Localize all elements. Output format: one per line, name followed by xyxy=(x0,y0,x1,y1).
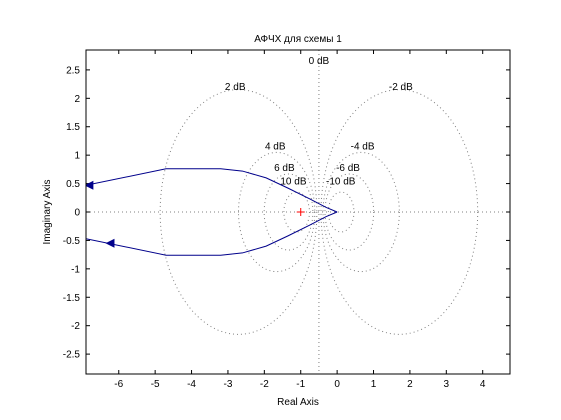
y-axis-label: Imaginary Axis xyxy=(42,179,53,244)
y-tick-label: 2 xyxy=(74,94,80,105)
grid-label-neg-2db: -2 dB xyxy=(389,82,413,93)
y-tick-label: 1 xyxy=(74,151,80,162)
grid-label-6db: 6 dB xyxy=(274,163,295,174)
grid-label-4db: 4 dB xyxy=(265,141,286,152)
y-tick-label: -0.5 xyxy=(63,236,81,247)
y-tick-label: -1.5 xyxy=(63,293,81,304)
x-tick-label: 4 xyxy=(480,379,486,390)
y-tick-label: 0 xyxy=(74,208,80,219)
y-tick-label: 1.5 xyxy=(66,122,80,133)
grid-label-neg-10db: -10 dB xyxy=(326,177,356,188)
series-line-1 xyxy=(86,211,338,256)
series-layer xyxy=(86,168,338,256)
y-tick-label: -2.5 xyxy=(63,350,81,361)
x-tick-label: 1 xyxy=(371,379,377,390)
x-tick-label: -2 xyxy=(260,379,269,390)
x-axis-label: Real Axis xyxy=(277,397,319,408)
grid-contour-pos-10db xyxy=(283,191,310,233)
x-tick-label: 3 xyxy=(444,379,450,390)
y-tick-label: 0.5 xyxy=(66,179,80,190)
x-tick-label: 2 xyxy=(407,379,413,390)
x-tick-label: 0 xyxy=(334,379,340,390)
axes: -6 -5 -4 -3 -2 -1 0 1 2 3 4 -2.5 -2 -1.5 -1 -0.5 0 0.5 1 1.… xyxy=(63,50,510,390)
y-tick-label: -2 xyxy=(71,321,80,332)
y-tick-label: 2.5 xyxy=(66,65,80,76)
series-arrow-lower xyxy=(105,238,115,248)
grid-contour-neg-10db xyxy=(327,191,355,233)
chart-title: АФЧХ для схемы 1 xyxy=(254,34,342,45)
grid-contour-pos-2db xyxy=(159,89,318,335)
x-tick-label: -3 xyxy=(223,379,232,390)
x-tick-label: -5 xyxy=(151,379,160,390)
grid-contour-pos-6db xyxy=(263,173,314,251)
grid-label-10db: 10 dB xyxy=(280,177,306,188)
plot-frame xyxy=(85,49,511,375)
grid-label-0db: 0 dB xyxy=(309,56,330,67)
x-tick-label: -6 xyxy=(114,379,123,390)
x-tick-label: -1 xyxy=(296,379,305,390)
critical-point-marker xyxy=(296,208,305,216)
grid-contour-neg-6db xyxy=(324,173,375,251)
x-tick-label: -4 xyxy=(187,379,196,390)
grid-labels: 0 dB 2 dB -2 dB 4 dB -4 dB 6 dB -6 dB 10 dB -10 … xyxy=(225,56,413,188)
grid-label-neg-4db: -4 dB xyxy=(351,141,375,152)
y-tick-label: -1 xyxy=(71,264,80,275)
grid-contour-neg-2db xyxy=(320,89,479,335)
grid-contour-neg-4db xyxy=(322,151,400,273)
grid-contour-pos-4db xyxy=(238,151,316,273)
grid-label-2db: 2 dB xyxy=(225,82,246,93)
series-arrow-upper xyxy=(86,180,94,190)
grid-label-neg-6db: -6 dB xyxy=(336,163,360,174)
series-line-0 xyxy=(86,168,338,213)
